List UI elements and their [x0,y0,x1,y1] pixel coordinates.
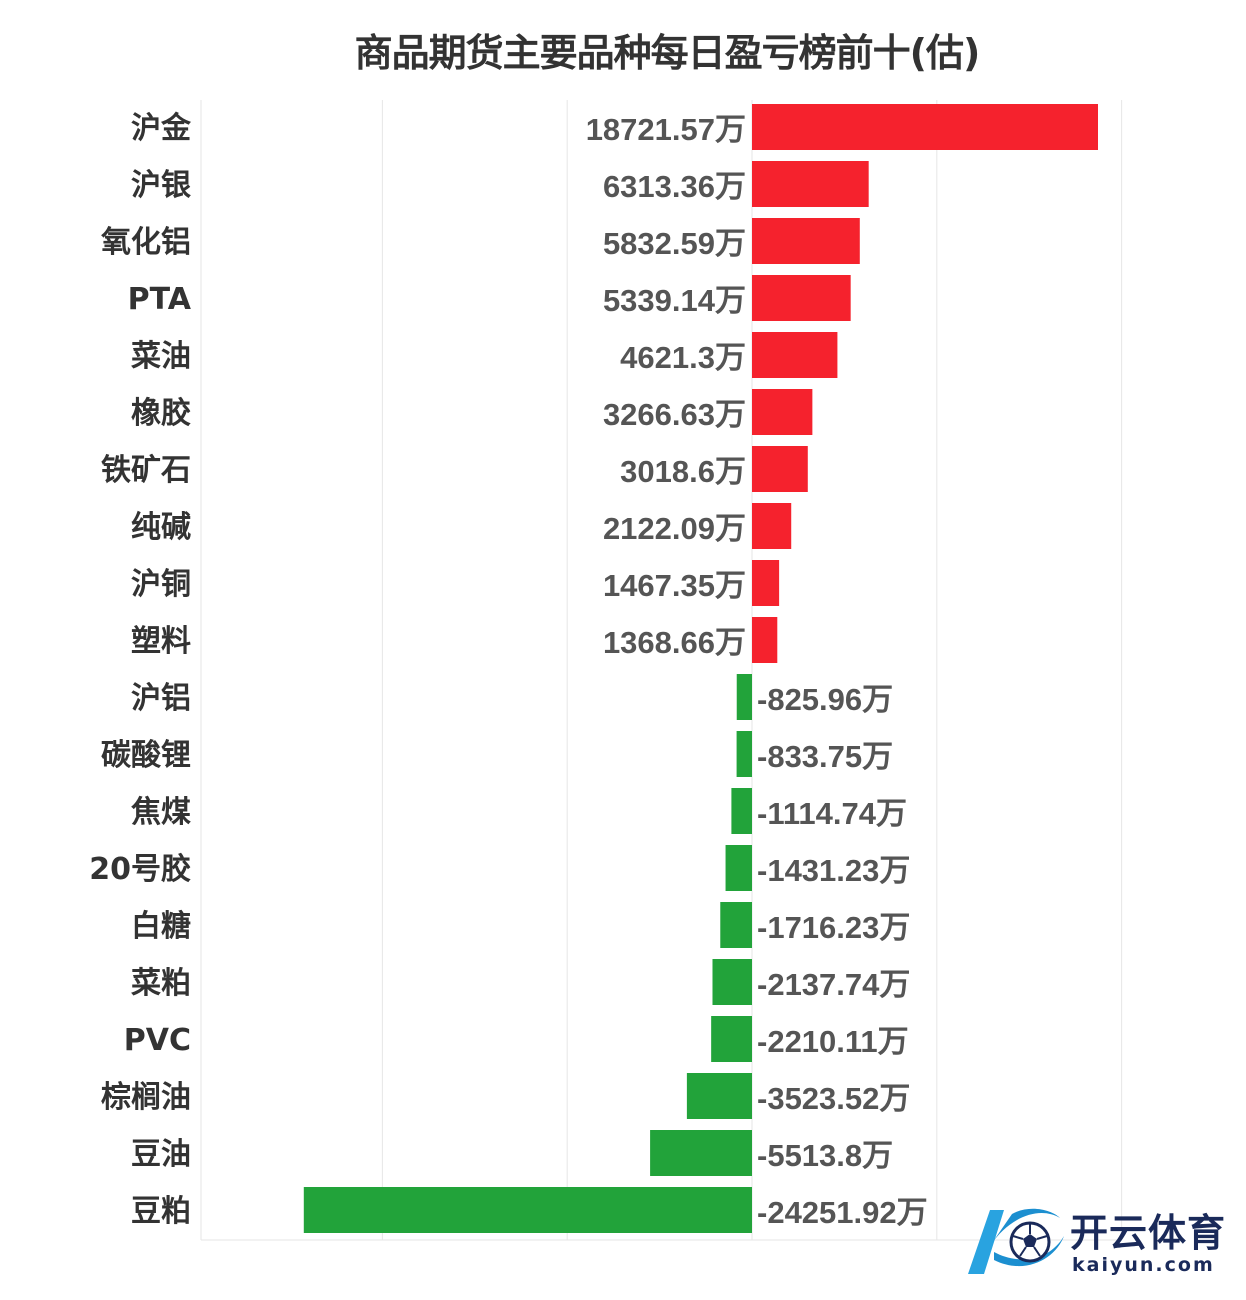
category-label: 沪金 [131,111,192,146]
chart-title: 商品期货主要品种每日盈亏榜前十(估) [354,31,981,75]
data-label: 3266.63万 [603,397,746,432]
bar [752,389,813,435]
data-label: -24251.92万 [757,1195,928,1230]
category-label: 纯碱 [131,510,191,545]
category-label: 沪铜 [131,567,191,602]
grid-lines [200,100,1123,1241]
data-label: -3523.52万 [757,1081,910,1116]
category-label: 铁矿石 [101,453,191,488]
data-label: -825.96万 [757,682,893,717]
category-label: 沪铝 [131,681,191,716]
kaiyun-k-ball-icon [968,1208,1064,1274]
data-label: -1716.23万 [757,910,910,945]
bar [752,275,851,321]
bar [752,332,838,378]
data-label: 1467.35万 [603,568,746,603]
data-label: 2122.09万 [603,511,746,546]
data-label: -1431.23万 [757,853,910,888]
data-label: 1368.66万 [603,625,746,660]
bar [720,902,752,948]
category-label: 碳酸锂 [101,738,191,773]
bar [736,674,752,720]
data-label: 5339.14万 [603,283,746,318]
category-label: PVC [124,1023,191,1058]
data-label: 18721.57万 [586,112,746,147]
category-label: 橡胶 [131,396,191,431]
data-label: -1114.74万 [757,796,907,831]
bar [303,1187,752,1233]
category-label: 豆粕 [131,1194,191,1229]
bar [752,104,1098,150]
category-label: 塑料 [131,624,191,659]
category-label: 白糖 [131,909,191,944]
value-labels: 18721.57万 6313.36万 5832.59万 5339.14万 4621.3万… [586,112,928,1230]
category-label: PTA [128,282,192,317]
category-label: 焦煤 [131,795,191,830]
bar [752,560,780,606]
bar [736,731,752,777]
bar [752,218,860,264]
category-label: 菜粕 [131,966,191,1001]
data-label: 4621.3万 [620,340,746,375]
data-label: -2137.74万 [757,967,910,1002]
category-label: 豆油 [131,1137,191,1172]
bar [731,788,752,834]
bar [686,1073,752,1119]
bar [752,446,808,492]
bar [650,1130,752,1176]
bar [725,845,752,891]
bar [752,161,869,207]
brand-name-en: kaiyun.com [1072,1254,1215,1276]
bars [303,104,1098,1233]
bar [712,959,752,1005]
data-label: 3018.6万 [620,454,746,489]
category-label: 20号胶 [89,852,191,887]
brand-name-cn: 开云体育 [1070,1211,1227,1255]
category-label: 沪银 [131,168,191,203]
data-label: -833.75万 [757,739,893,774]
category-label: 氧化铝 [101,225,191,260]
data-label: 6313.36万 [603,169,746,204]
category-label: 菜油 [131,339,191,374]
bar [711,1016,752,1062]
bar [752,617,778,663]
data-label: -5513.8万 [757,1138,893,1173]
bar [752,503,792,549]
category-label: 棕榈油 [101,1080,191,1115]
data-label: -2210.11万 [757,1024,909,1059]
brand-watermark: 开云体育 kaiyun.com [960,1196,1240,1286]
data-label: 5832.59万 [603,226,746,261]
